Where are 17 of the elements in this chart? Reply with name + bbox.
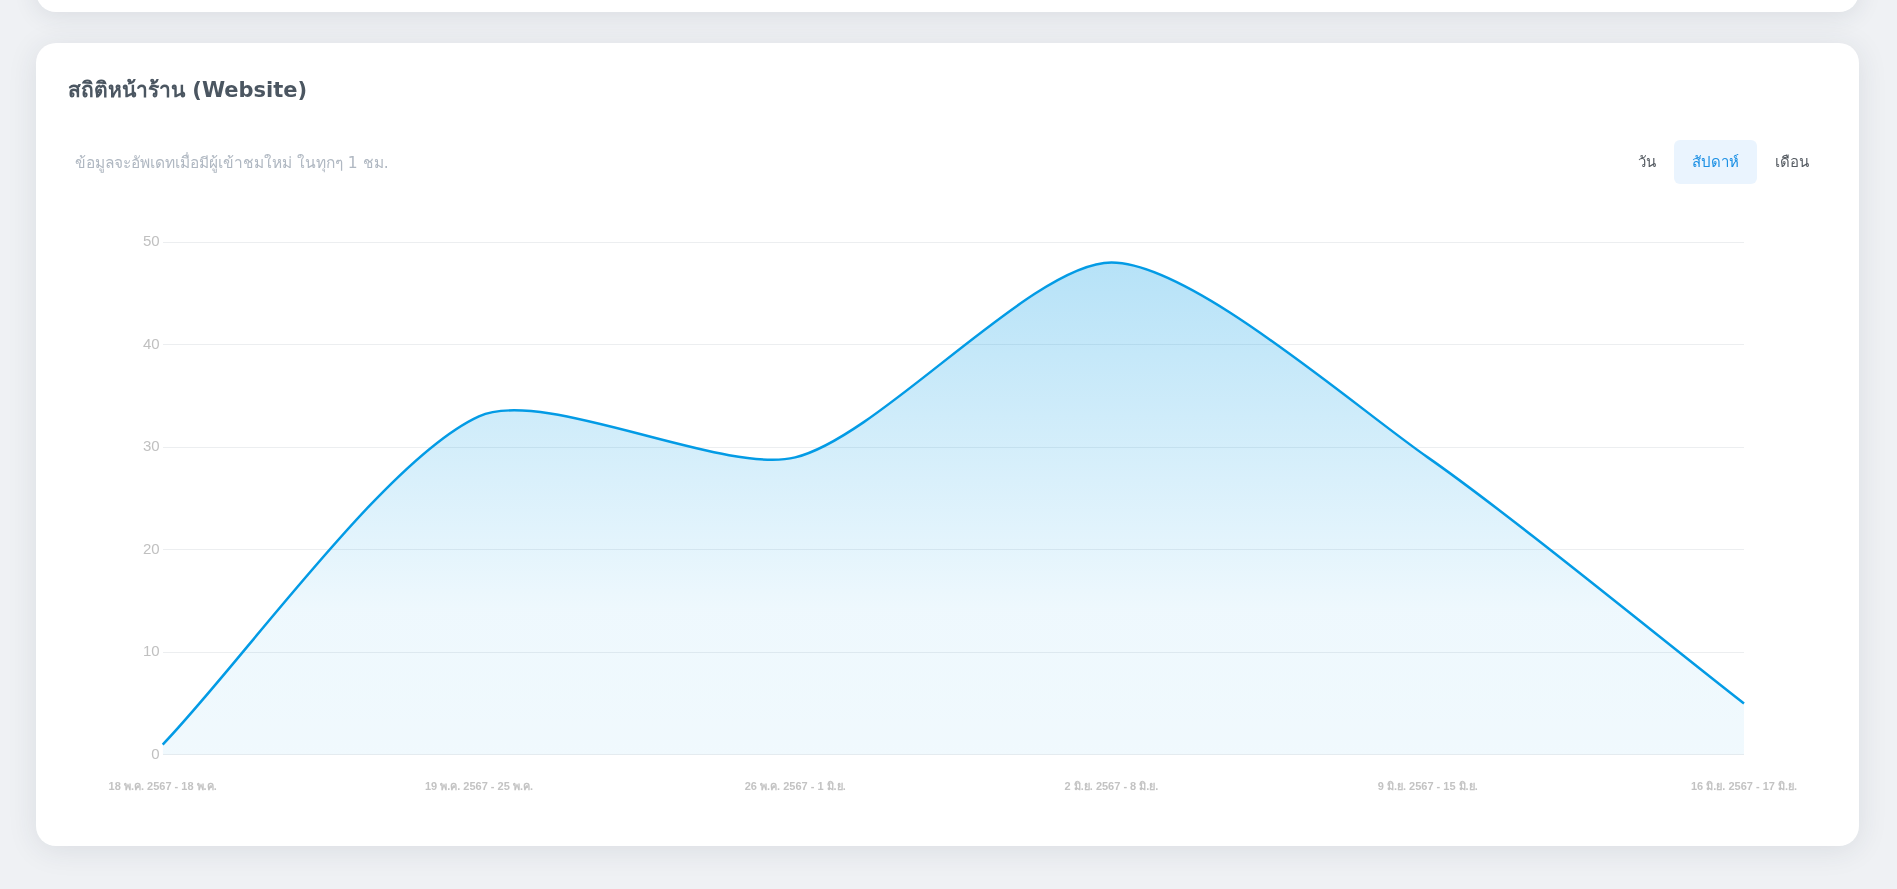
chart-title: สถิติหน้าร้าน (Website)	[68, 77, 308, 104]
y-tick-label: 30	[143, 437, 160, 455]
x-tick-label: 19 พ.ค. 2567 - 25 พ.ค.	[424, 780, 534, 793]
x-tick-label: 9 มิ.ย. 2567 - 15 มิ.ย.	[1377, 780, 1478, 793]
y-tick-label: 0	[151, 744, 160, 762]
y-tick-label: 50	[143, 232, 160, 250]
tab-button: สัปดาห์	[1674, 140, 1757, 184]
text: เดือน	[1775, 152, 1809, 173]
y-tick-label: 40	[143, 334, 160, 352]
x-tick-label: 26 พ.ค. 2567 - 1 มิ.ย.	[744, 780, 846, 793]
chart-subtitle: ข้อมูลจะอัพเดทเมื่อมีผู้เข้าชมใหม่ ในทุกๆ 1 ชม.	[75, 151, 389, 175]
x-tick-label: 18 พ.ค. 2567 - 18 พ.ค.	[108, 780, 217, 793]
x-tick-label: 2 มิ.ย. 2567 - 8 มิ.ย.	[1064, 780, 1159, 793]
y-tick-label: 20	[143, 539, 160, 557]
y-tick-label: 10	[143, 642, 160, 660]
x-tick-label: 16 มิ.ย. 2567 - 17 มิ.ย.	[1690, 780, 1798, 793]
text: วัน	[1638, 152, 1656, 173]
